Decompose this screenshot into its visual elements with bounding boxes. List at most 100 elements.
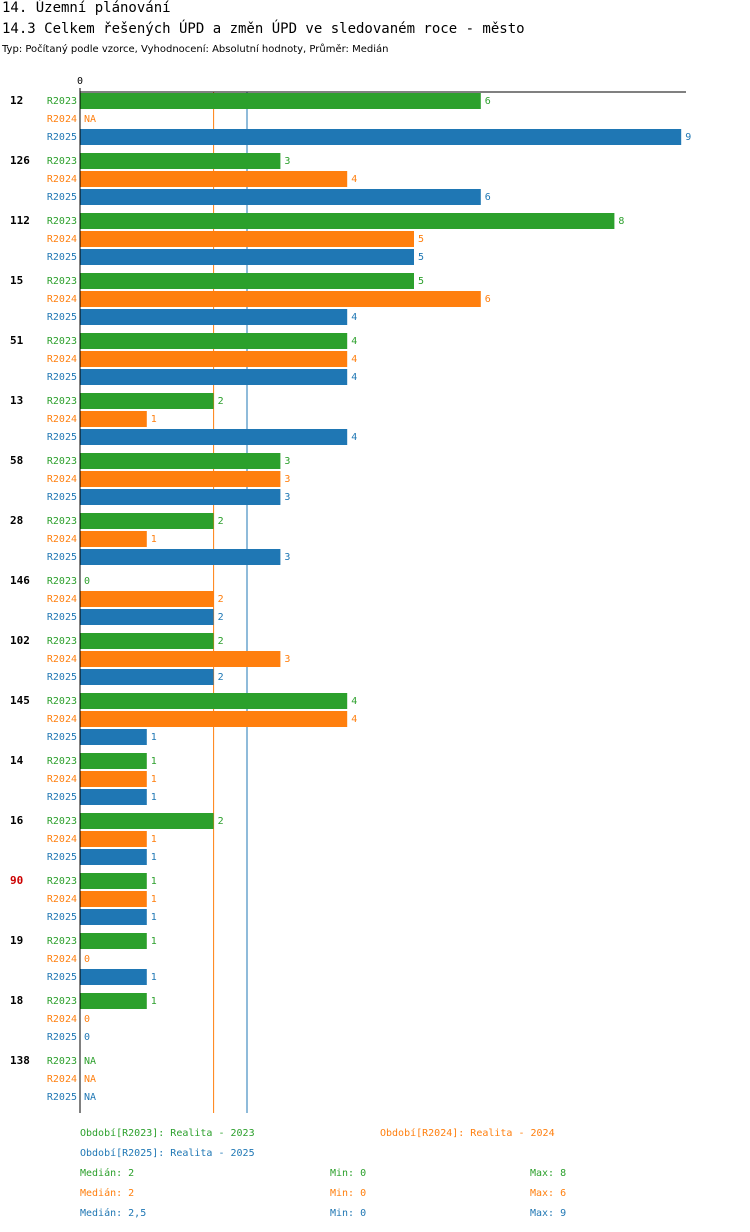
stat-median-r2023: Medián: 2 bbox=[80, 1168, 135, 1179]
bar-15-r2025 bbox=[80, 309, 348, 325]
bar-16-r2024 bbox=[80, 831, 147, 847]
category-label: 13 bbox=[10, 394, 23, 407]
bar-19-r2023 bbox=[80, 933, 147, 949]
bar-14-r2024 bbox=[80, 771, 147, 787]
value-label: 0 bbox=[84, 954, 90, 965]
bar-13-r2025 bbox=[80, 429, 348, 445]
value-label: 6 bbox=[485, 96, 491, 107]
bar-15-r2023 bbox=[80, 273, 414, 289]
series-label: R2024 bbox=[47, 234, 77, 245]
bar-112-r2024 bbox=[80, 231, 414, 247]
chart-title: 14.3 Celkem řešených ÚPD a změn ÚPD ve s… bbox=[2, 21, 525, 37]
series-label: R2025 bbox=[47, 252, 77, 263]
series-label: R2024 bbox=[47, 714, 77, 725]
value-label: 4 bbox=[351, 354, 357, 365]
series-label: R2025 bbox=[47, 132, 77, 143]
category-label: 51 bbox=[10, 334, 24, 347]
series-label: R2023 bbox=[47, 576, 77, 587]
value-label: 0 bbox=[84, 1014, 90, 1025]
value-label: 5 bbox=[418, 276, 424, 287]
category-label: 126 bbox=[10, 154, 30, 167]
series-label: R2023 bbox=[47, 696, 77, 707]
series-label: R2025 bbox=[47, 672, 77, 683]
series-label: R2023 bbox=[47, 216, 77, 227]
series-label: R2025 bbox=[47, 552, 77, 563]
series-label: R2023 bbox=[47, 936, 77, 947]
value-label: 1 bbox=[151, 912, 157, 923]
value-label: 4 bbox=[351, 696, 357, 707]
value-label: 1 bbox=[151, 852, 157, 863]
bar-126-r2025 bbox=[80, 189, 481, 205]
series-label: R2023 bbox=[47, 516, 77, 527]
bar-16-r2025 bbox=[80, 849, 147, 865]
value-label: 3 bbox=[284, 456, 290, 467]
bar-15-r2024 bbox=[80, 291, 481, 307]
value-label: 5 bbox=[418, 252, 424, 263]
series-label: R2024 bbox=[47, 414, 77, 425]
series-label: R2025 bbox=[47, 372, 77, 383]
series-label: R2024 bbox=[47, 894, 77, 905]
value-label: 4 bbox=[351, 312, 357, 323]
category-label: 58 bbox=[10, 454, 23, 467]
bar-102-r2023 bbox=[80, 633, 214, 649]
value-label: 2 bbox=[218, 672, 224, 683]
series-label: R2025 bbox=[47, 612, 77, 623]
value-label: 2 bbox=[218, 396, 224, 407]
bar-126-r2023 bbox=[80, 153, 281, 169]
bar-13-r2024 bbox=[80, 411, 147, 427]
bar-90-r2025 bbox=[80, 909, 147, 925]
value-label: 4 bbox=[351, 714, 357, 725]
bar-51-r2023 bbox=[80, 333, 348, 349]
bar-58-r2025 bbox=[80, 489, 281, 505]
series-label: R2023 bbox=[47, 96, 77, 107]
series-label: R2023 bbox=[47, 816, 77, 827]
series-label: R2025 bbox=[47, 732, 77, 743]
category-label: 90 bbox=[10, 874, 23, 887]
legend-period-r2024: Období[R2024]: Realita - 2024 bbox=[380, 1128, 555, 1139]
bar-112-r2025 bbox=[80, 249, 414, 265]
value-label: 1 bbox=[151, 972, 157, 983]
bar-90-r2023 bbox=[80, 873, 147, 889]
section-title: 14. Územní plánování bbox=[2, 0, 171, 16]
value-label: 2 bbox=[218, 612, 224, 623]
series-label: R2023 bbox=[47, 456, 77, 467]
series-label: R2025 bbox=[47, 1092, 77, 1103]
stat-max-r2023: Max: 8 bbox=[530, 1168, 567, 1179]
stat-min-r2025: Min: 0 bbox=[330, 1208, 367, 1219]
series-label: R2025 bbox=[47, 972, 77, 983]
category-label: 102 bbox=[10, 634, 30, 647]
value-label: 8 bbox=[618, 216, 624, 227]
series-label: R2023 bbox=[47, 336, 77, 347]
stat-max-r2024: Max: 6 bbox=[530, 1188, 567, 1199]
stat-min-r2024: Min: 0 bbox=[330, 1188, 367, 1199]
series-label: R2024 bbox=[47, 174, 77, 185]
category-label: 15 bbox=[10, 274, 23, 287]
value-label: NA bbox=[84, 114, 96, 125]
value-label: 3 bbox=[284, 552, 290, 563]
category-label: 16 bbox=[10, 814, 24, 827]
series-label: R2024 bbox=[47, 294, 77, 305]
series-label: R2024 bbox=[47, 774, 77, 785]
bar-chart: 0 1 2 R2023 6 R2024 NA R2025 9 126 R2023 3 R2024 4 R20… bbox=[10, 76, 691, 1113]
category-label: 146 bbox=[10, 574, 30, 587]
series-label: R2024 bbox=[47, 594, 77, 605]
series-label: R2024 bbox=[47, 114, 77, 125]
bar-18-r2023 bbox=[80, 993, 147, 1009]
bar-28-r2023 bbox=[80, 513, 214, 529]
axis-zero-label: 0 bbox=[77, 76, 83, 87]
value-label: 2 bbox=[218, 594, 224, 605]
series-label: R2024 bbox=[47, 534, 77, 545]
series-label: R2023 bbox=[47, 996, 77, 1007]
value-label: 1 bbox=[151, 936, 157, 947]
bar-19-r2025 bbox=[80, 969, 147, 985]
value-label: NA bbox=[84, 1092, 96, 1103]
value-label: 2 bbox=[218, 816, 224, 827]
series-label: R2023 bbox=[47, 156, 77, 167]
category-label: 112 bbox=[10, 214, 30, 227]
category-label: 28 bbox=[10, 514, 23, 527]
stat-max-r2025: Max: 9 bbox=[530, 1208, 567, 1219]
category-label: 145 bbox=[10, 694, 30, 707]
value-label: 1 bbox=[151, 792, 157, 803]
value-label: 9 bbox=[685, 132, 691, 143]
value-label: 1 bbox=[151, 414, 157, 425]
